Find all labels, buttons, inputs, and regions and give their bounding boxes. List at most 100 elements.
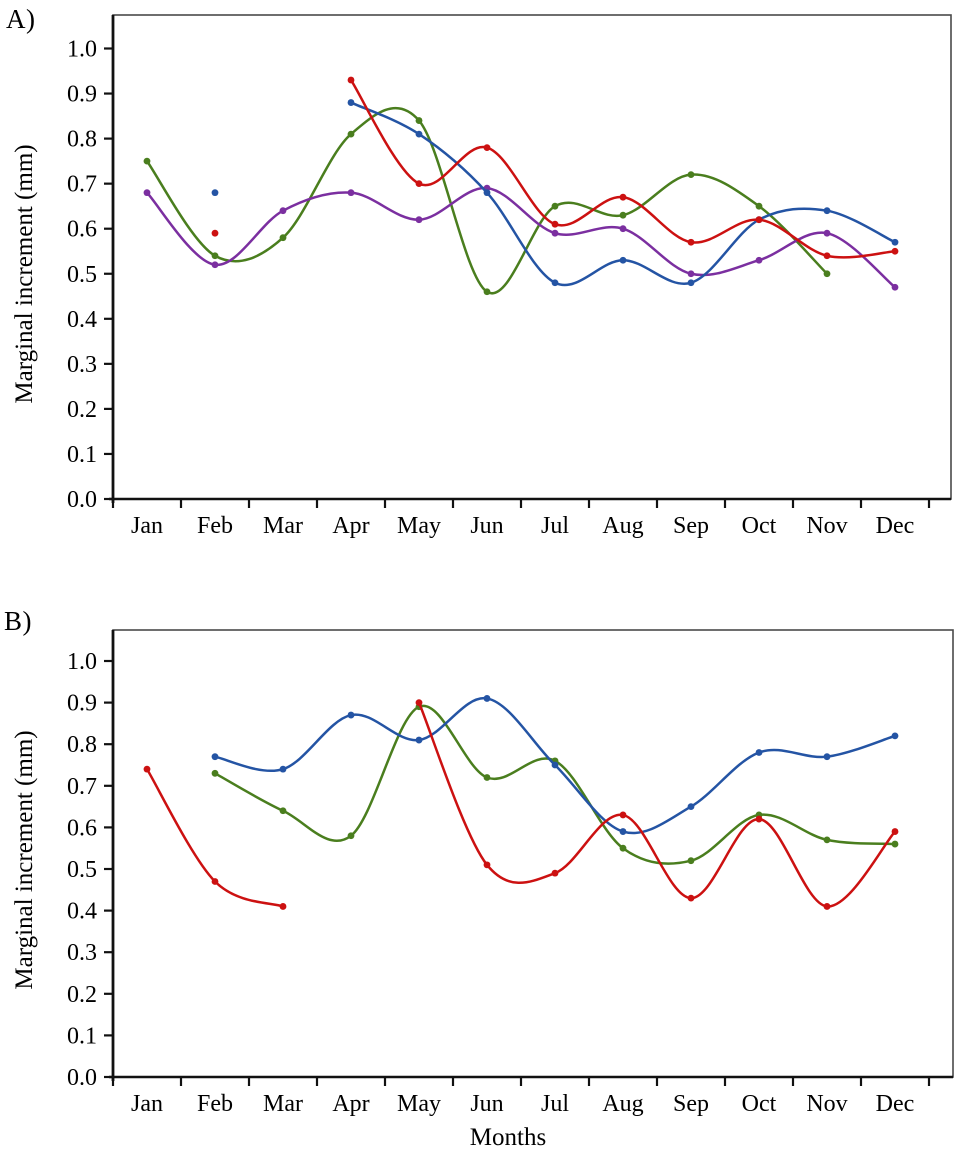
data-point-purple-A [619, 225, 627, 233]
data-point-red-A [551, 220, 559, 228]
data-point-red-B [483, 861, 491, 869]
data-point-red-A [347, 76, 355, 84]
series-line-green-A [145, 106, 829, 295]
data-point-purple-A [551, 229, 559, 237]
data-point-blue-A [619, 256, 627, 264]
y-tick-label-B: 0.2 [67, 982, 97, 1008]
plot-box-B [112, 629, 954, 1078]
series-line-green-B [213, 704, 897, 865]
series-line-red-B [145, 767, 285, 908]
data-point-red-B [823, 903, 831, 910]
data-point-red-B [891, 828, 899, 835]
data-point-red-A [619, 193, 627, 201]
data-point-purple-A [823, 229, 831, 237]
x-tick-label-B: Jun [470, 1091, 503, 1117]
y-tick-label-B: 0.1 [67, 1023, 97, 1049]
data-point-green-A [279, 234, 287, 242]
data-point-red-B [551, 869, 559, 877]
data-point-blue-A [211, 189, 219, 197]
data-point-green-B [619, 844, 627, 852]
data-point-red-A [483, 144, 491, 152]
x-tick-label-A: Jul [541, 513, 569, 539]
x-tick-label-A: Feb [197, 513, 233, 539]
series-line-red-B [417, 701, 897, 908]
data-point-red-A [687, 238, 695, 246]
data-point-green-B [347, 832, 355, 840]
x-tick-label-A: Aug [602, 513, 643, 539]
data-point-blue-B [891, 732, 899, 740]
y-tick-label-A: 0.0 [67, 487, 97, 513]
data-point-blue-A [483, 189, 491, 197]
x-tick-label-B: Apr [332, 1091, 369, 1117]
series-line-red-A [349, 78, 897, 259]
panel-b-label: B) [4, 606, 32, 636]
y-tick-label-B: 0.3 [67, 940, 97, 966]
x-tick-label-A: Mar [263, 513, 303, 539]
data-point-purple-A [279, 207, 287, 215]
data-point-blue-B [279, 765, 287, 773]
data-point-green-A [347, 130, 355, 138]
data-point-blue-B [415, 736, 423, 744]
data-point-blue-B [551, 761, 559, 769]
y-tick-label-B: 1.0 [67, 649, 97, 675]
y-tick-label-A: 0.9 [67, 82, 97, 108]
y-tick-label-A: 0.4 [67, 307, 97, 333]
y-tick-label-A: 0.8 [67, 127, 97, 153]
data-point-red-B [619, 811, 627, 819]
data-point-blue-A [823, 207, 831, 215]
data-point-green-B [483, 774, 491, 781]
x-tick-label-A: Dec [876, 513, 915, 539]
y-tick-label-B: 0.5 [67, 857, 97, 883]
y-tick-label-B: 0.0 [67, 1065, 97, 1091]
data-point-red-A [755, 216, 763, 224]
data-point-blue-B [347, 711, 355, 719]
data-point-blue-A [415, 130, 423, 138]
panel-a-label: A) [6, 4, 36, 34]
x-tick-label-A: Apr [332, 513, 369, 539]
x-tick-label-B: Dec [876, 1091, 915, 1117]
data-point-blue-B [211, 753, 219, 761]
data-point-green-A [483, 288, 491, 296]
data-point-blue-A [891, 238, 899, 246]
data-point-red-A [211, 229, 219, 237]
data-point-green-A [823, 270, 831, 278]
data-point-blue-A [551, 279, 559, 287]
x-tick-label-A: Sep [673, 513, 709, 539]
series-line-purple-A [145, 186, 897, 289]
y-tick-label-A: 0.6 [67, 217, 97, 243]
data-point-blue-A [347, 99, 355, 106]
data-point-red-B [415, 699, 423, 706]
data-point-blue-B [823, 753, 831, 761]
x-tick-label-A: Jan [131, 513, 163, 539]
y-tick-label-A: 1.0 [67, 37, 97, 63]
data-point-green-B [687, 857, 695, 865]
x-tick-label-B: Mar [263, 1091, 303, 1117]
x-tick-label-A: Nov [806, 513, 847, 539]
data-point-blue-B [619, 828, 627, 835]
data-point-purple-A [755, 256, 763, 264]
data-point-purple-A [415, 216, 423, 224]
data-point-red-B [143, 765, 151, 773]
data-point-purple-A [211, 261, 219, 269]
data-point-blue-B [755, 749, 763, 756]
data-point-red-A [415, 180, 423, 188]
y-tick-label-A: 0.1 [67, 442, 97, 468]
x-tick-label-A: Oct [742, 513, 777, 539]
x-tick-label-A: May [397, 513, 441, 539]
y-tick-label-A: 0.7 [67, 172, 97, 198]
data-point-blue-B [483, 695, 491, 702]
x-tick-label-A: Jun [470, 513, 503, 539]
data-point-green-A [687, 171, 695, 179]
data-point-green-B [823, 836, 831, 844]
data-point-purple-A [143, 189, 151, 197]
y-tick-label-B: 0.4 [67, 899, 97, 925]
x-tick-label-B: Oct [742, 1091, 777, 1117]
data-point-green-B [211, 769, 219, 777]
y-tick-label-B: 0.9 [67, 691, 97, 717]
x-tick-label-B: Feb [197, 1091, 233, 1117]
y-tick-label-B: 0.7 [67, 774, 97, 800]
data-point-red-A [823, 252, 831, 260]
data-point-red-B [211, 878, 219, 885]
data-point-red-B [755, 815, 763, 823]
data-point-green-A [143, 157, 151, 165]
